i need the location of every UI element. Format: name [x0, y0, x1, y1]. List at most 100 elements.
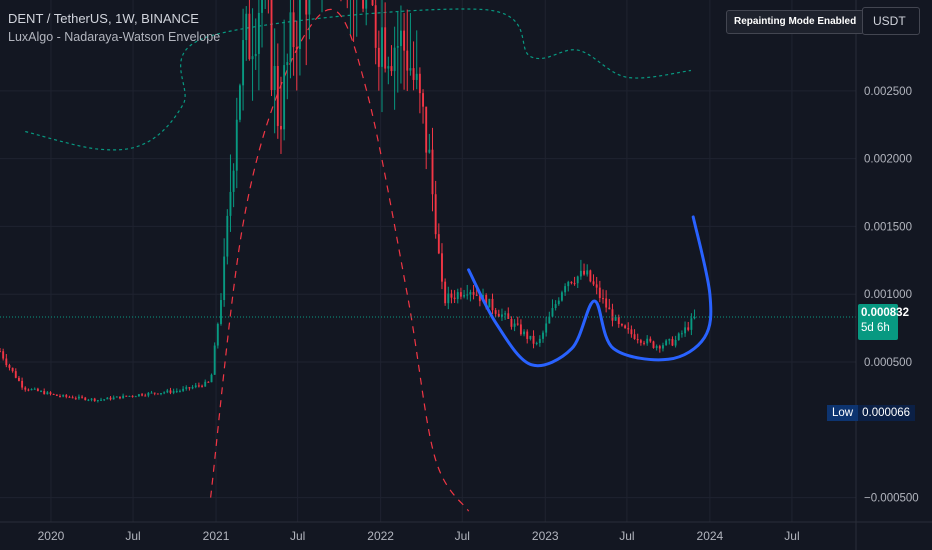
currency-button[interactable]: USDT [862, 7, 920, 35]
candle-body [36, 388, 39, 392]
candle-body [526, 331, 529, 339]
candle-body [283, 65, 286, 130]
candle-body [24, 387, 27, 390]
candle-body [674, 339, 677, 346]
candle-body [491, 298, 494, 311]
x-tick-label: 2023 [532, 529, 559, 543]
candle-body [418, 73, 421, 94]
candle-body [204, 381, 207, 387]
candle-body [535, 342, 538, 344]
candle-body [396, 46, 399, 48]
candle-body [643, 342, 645, 344]
x-tick-label: 2021 [203, 529, 230, 543]
candle-body [374, 5, 377, 48]
candle-body [226, 215, 229, 257]
candle-body [371, 0, 374, 6]
candle-body [21, 380, 24, 388]
candle-body [93, 398, 96, 401]
x-tick-label: 2024 [697, 529, 724, 543]
envelope-upper-line [25, 8, 691, 151]
candle-body [668, 339, 671, 341]
candle-body [141, 394, 144, 396]
candle-body [153, 392, 156, 394]
candle-body [220, 300, 222, 324]
symbol-title[interactable]: DENT / TetherUS, 1W, BINANCE [8, 11, 199, 26]
candle-body [406, 50, 409, 71]
candle-body [598, 287, 601, 299]
candle-body [286, 62, 289, 66]
candle-body [576, 276, 579, 284]
candle-body [122, 395, 125, 399]
candle-body [106, 397, 109, 400]
candle-body [27, 389, 30, 391]
x-tick-label: 2022 [367, 529, 394, 543]
candle-body [428, 149, 431, 153]
candle-body [494, 310, 497, 314]
envelope-lower-line [210, 8, 470, 512]
candle-body [308, 0, 311, 15]
candle-body [17, 377, 20, 381]
chart-grid [0, 0, 856, 522]
candle-body [156, 393, 159, 395]
candle-body [453, 297, 456, 299]
candle-body [115, 396, 118, 398]
candle-body [548, 316, 551, 324]
x-tick-label: Jul [455, 529, 470, 543]
candle-body [0, 351, 1, 353]
candle-body [125, 395, 128, 397]
x-tick-label: Jul [619, 529, 634, 543]
candle-body [459, 292, 462, 297]
candle-body [87, 399, 90, 401]
candle-body [513, 323, 516, 327]
candle-body [68, 396, 71, 398]
candle-body [620, 324, 623, 326]
candle-body [636, 339, 639, 341]
candle-body [611, 309, 614, 321]
candle-body [30, 389, 33, 391]
candle-body [229, 191, 232, 216]
envelope-upper-band [25, 8, 691, 151]
candle-body [441, 253, 443, 282]
candle-body [677, 333, 680, 340]
candle-body [529, 335, 532, 339]
candle-body [175, 391, 178, 393]
candle-body [573, 283, 576, 285]
candle-body [194, 385, 197, 388]
candlestick-series [0, 0, 696, 403]
candle-body [62, 395, 65, 397]
candle-body [134, 396, 137, 398]
candle-body [589, 270, 592, 282]
candle-body [551, 308, 554, 317]
candle-body [59, 395, 61, 397]
candle-body [305, 0, 308, 15]
candle-body [14, 371, 17, 378]
indicator-title[interactable]: LuxAlgo - Nadaraya-Watson Envelope [8, 30, 221, 44]
candle-body [510, 318, 513, 327]
candle-body [564, 286, 567, 293]
x-tick-label: Jul [784, 529, 799, 543]
candle-body [43, 391, 46, 395]
candle-body [557, 300, 560, 305]
candle-body [377, 47, 380, 67]
candle-body [469, 292, 472, 295]
candle-body [437, 234, 440, 254]
candle-body [595, 284, 598, 288]
y-tick-label: 0.001500 [864, 221, 912, 233]
candle-body [693, 317, 696, 319]
candle-body [561, 292, 563, 301]
candle-body [466, 294, 469, 296]
candle-body [169, 390, 172, 393]
candle-body [671, 339, 674, 346]
candle-body [179, 390, 181, 392]
candle-body [191, 387, 194, 389]
candle-body [475, 294, 478, 296]
current-price-value: 0.000832 [861, 307, 909, 319]
candle-body [112, 397, 115, 400]
candle-body [639, 340, 642, 343]
candle-body [248, 13, 251, 60]
candle-body [201, 385, 203, 387]
chart-legend: DENT / TetherUS, 1W, BINANCE LuxAlgo - N… [8, 10, 220, 46]
candle-body [655, 346, 658, 348]
candle-body [2, 351, 5, 359]
